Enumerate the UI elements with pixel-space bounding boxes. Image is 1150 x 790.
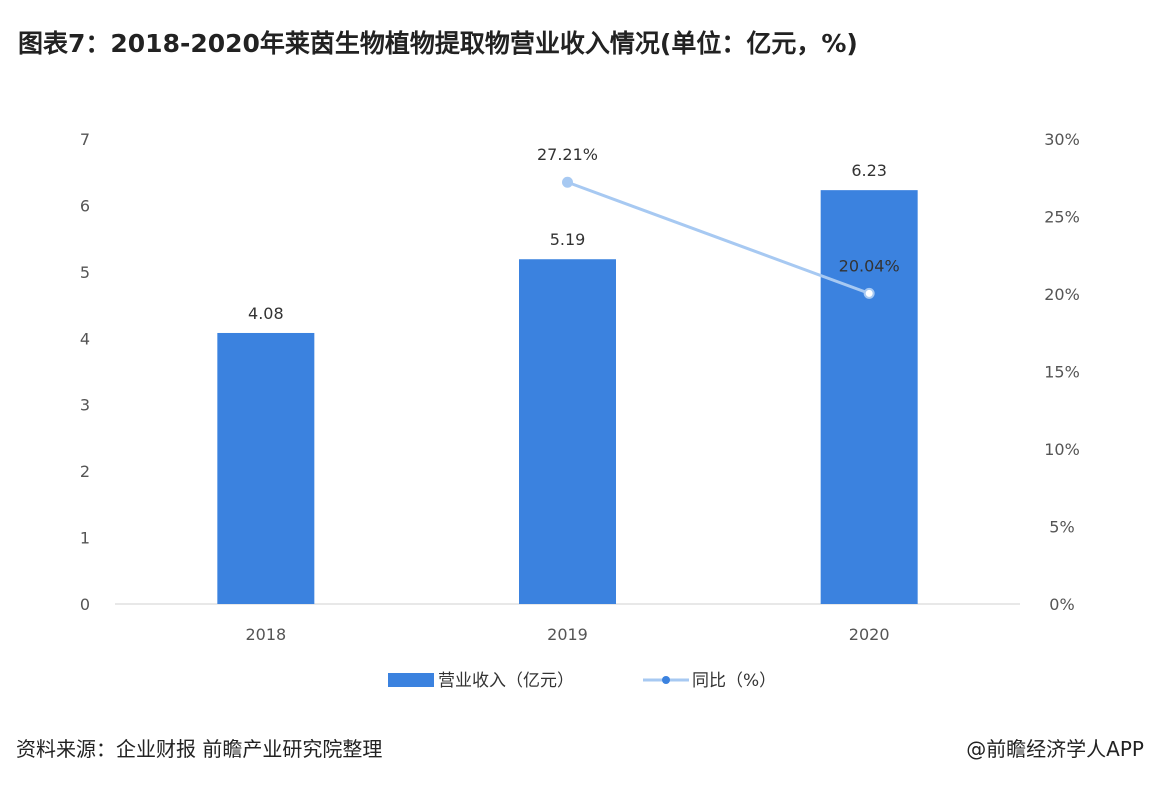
right-tick-label: 30% <box>1044 130 1080 149</box>
right-tick-label: 25% <box>1044 208 1080 227</box>
source-note: 资料来源：企业财报 前瞻产业研究院整理 <box>16 737 383 761</box>
x-tick-label: 2020 <box>849 625 890 644</box>
left-tick-label: 5 <box>80 263 90 282</box>
line-point <box>562 176 573 188</box>
left-tick-label: 3 <box>80 396 90 415</box>
right-tick-label: 20% <box>1044 285 1080 304</box>
right-tick-label: 15% <box>1044 363 1080 382</box>
x-tick-label: 2019 <box>547 625 588 644</box>
line-series <box>566 180 870 295</box>
bar <box>217 332 315 604</box>
line-data-label: 20.04% <box>839 256 900 275</box>
chart-title: 图表7：2018-2020年莱茵生物植物提取物营业收入情况(单位：亿元，%) <box>18 29 858 58</box>
credit: @前瞻经济学人APP <box>966 737 1144 761</box>
legend-line-label: 同比（%） <box>692 671 776 691</box>
bar <box>820 190 918 604</box>
right-tick-label: 5% <box>1049 518 1074 537</box>
x-tick-label: 2018 <box>245 625 286 644</box>
legend-line-marker <box>662 676 670 684</box>
left-tick-label: 7 <box>80 130 90 149</box>
left-tick-label: 0 <box>80 595 90 614</box>
left-tick-label: 1 <box>80 529 90 548</box>
legend-bar-swatch <box>388 673 434 687</box>
bar-data-label: 6.23 <box>851 161 887 180</box>
right-tick-label: 10% <box>1044 440 1080 459</box>
left-tick-label: 2 <box>80 462 90 481</box>
chart: 0 1 2 3 4 5 6 7 0% 5% 10% 15% 20% 25% 30% 2018 2019 2020 4… <box>80 130 1080 691</box>
bar-data-label: 4.08 <box>248 304 284 323</box>
bar-data-label: 5.19 <box>550 230 586 249</box>
legend-bar-label: 营业收入（亿元） <box>438 671 574 691</box>
left-tick-label: 4 <box>80 329 90 348</box>
left-tick-label: 6 <box>80 196 90 215</box>
right-tick-label: 0% <box>1049 595 1074 614</box>
line-data-label: 27.21% <box>537 145 598 164</box>
line-point <box>863 287 875 299</box>
bar <box>519 259 616 604</box>
